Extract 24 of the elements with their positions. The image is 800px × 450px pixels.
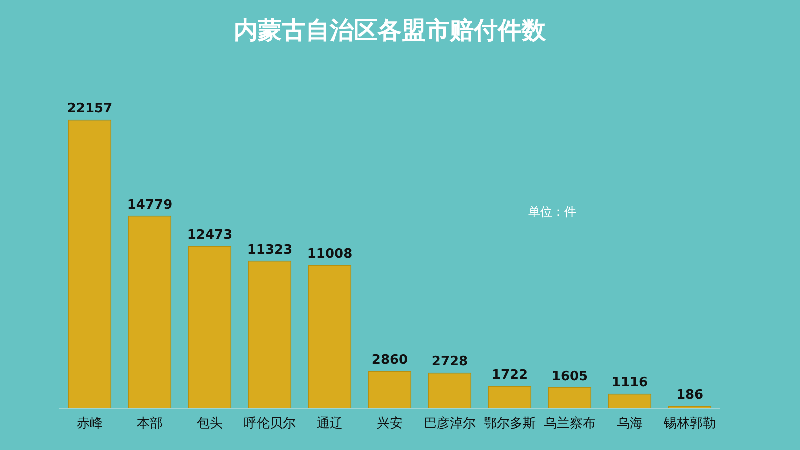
x-tick-label: 锡林郭勒 (663, 416, 716, 432)
data-label: 11323 (247, 242, 293, 258)
data-label: 11008 (307, 246, 353, 262)
data-label: 12473 (187, 228, 233, 243)
x-tick-label: 通辽 (317, 416, 343, 432)
x-tick-label: 本部 (137, 416, 163, 432)
data-label: 2728 (432, 354, 468, 370)
annotation: 单位：件 (528, 205, 577, 220)
data-label: 186 (676, 388, 704, 403)
data-label: 2860 (372, 353, 408, 368)
x-tick-label: 乌海 (617, 416, 643, 432)
x-tick-label: 包头 (197, 416, 223, 432)
x-tick-label: 鄂尔多斯 (484, 416, 536, 432)
x-tick-label: 赤峰 (77, 416, 103, 432)
data-label: 22157 (67, 102, 113, 117)
data-label: 1722 (492, 368, 528, 383)
x-tick-label: 兴安 (377, 416, 403, 432)
chart-title: 内蒙古自治区各盟市赔付件数 (234, 16, 547, 45)
x-tick-label: 呼伦贝尔 (244, 416, 296, 432)
data-label: 1116 (612, 376, 648, 391)
x-tick-label: 乌兰察布 (544, 416, 596, 432)
x-tick-label: 巴彦淖尔 (424, 416, 476, 432)
data-label: 1605 (552, 369, 588, 384)
data-label: 14779 (127, 198, 173, 213)
